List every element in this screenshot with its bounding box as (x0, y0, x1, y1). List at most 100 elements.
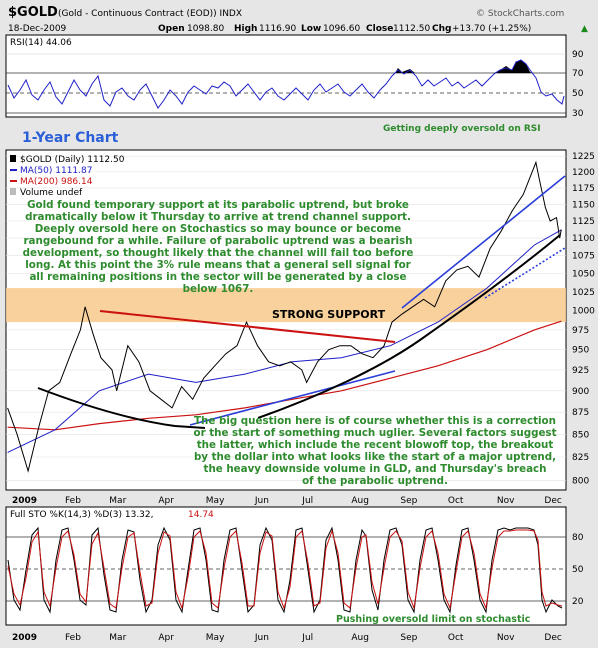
support-label: STRONG SUPPORT (272, 308, 386, 321)
sto-level-50: 50 (572, 565, 584, 575)
rsi-level-30: 30 (572, 109, 584, 119)
price-y-tick: 1050 (572, 270, 595, 280)
saucer-base-line (37, 387, 206, 429)
source-label: © StockCharts.com (476, 9, 564, 19)
price-legend-ma200: MA(200) 986.14 (20, 177, 93, 187)
legend-icon-volume (10, 188, 16, 195)
price-y-tick: 1125 (572, 217, 595, 227)
month-label: Jul (301, 633, 313, 643)
stochastic-panel: 80 50 20 Full STO %K(14,3) %D(3) 13.32, … (5, 506, 584, 626)
price-legend-ma50: MA(50) 1111.87 (20, 166, 92, 176)
commentary-bottom-line: or the start of something much uglier. S… (194, 427, 557, 439)
price-y-tick: 800 (572, 476, 589, 486)
commentary-bottom-line: The big question here is of course wheth… (194, 415, 556, 427)
month-label: Jun (254, 496, 269, 506)
price-y-tick: 1225 (572, 152, 595, 162)
sto-annotation: Pushing oversold limit on stochastic (336, 614, 530, 625)
up-arrow-icon: ▲ (581, 24, 588, 34)
month-label: Nov (497, 496, 515, 506)
price-legend-volume: Volume undef (20, 188, 83, 198)
rsi-line (7, 59, 565, 109)
month-label: 2009 (12, 496, 37, 506)
price-y-tick: 900 (572, 387, 589, 397)
rsi-legend: RSI(14) 44.06 (10, 38, 72, 48)
month-label: 2009 (12, 633, 37, 643)
commentary-bottom-line: of the parabolic uptrend. (302, 475, 448, 487)
open-value: 1098.80 (187, 24, 224, 34)
month-label: Dec (544, 496, 561, 506)
sto-legend-value: 14.74 (188, 510, 214, 520)
date-label: 18-Dec-2009 (8, 24, 67, 34)
month-axis-upper: 2009 Feb Mar Apr May Jun Jul Aug Sep Oct Nov Dec (12, 496, 562, 506)
symbol: $GOLD (8, 5, 58, 20)
high-label: High (234, 24, 257, 34)
month-label: Aug (351, 496, 369, 506)
sto-level-80: 80 (572, 533, 584, 543)
month-label: Sep (400, 633, 417, 643)
price-y-tick: 1000 (572, 307, 595, 317)
commentary-top-line: below 1067. (183, 283, 254, 295)
chg-value: +13.70 (+1.25%) (452, 24, 531, 34)
low-value: 1096.60 (323, 24, 360, 34)
month-label: Oct (448, 496, 464, 506)
resistance-trendline (99, 310, 396, 343)
stochastic-k-line (7, 526, 563, 614)
rsi-level-90: 90 (572, 50, 584, 60)
commentary-bottom-line: by the dollar into what looks like the s… (194, 451, 556, 463)
support-band (6, 288, 566, 323)
sto-legend: Full STO %K(14,3) %D(3) 13.32, (10, 510, 154, 520)
month-label: Mar (109, 496, 126, 506)
price-y-tick: 850 (572, 430, 589, 440)
commentary-top-line: all remaining positions in the sector wi… (29, 271, 406, 283)
close-value: 1112.50 (393, 24, 430, 34)
price-y-axis: 1225 1200 1175 1150 1125 1100 1075 1050 1025 1000… (572, 152, 595, 486)
commentary-bottom-line: the latter, which include the recent blo… (197, 439, 554, 451)
month-label: Jun (254, 633, 269, 643)
rsi-level-50: 50 (572, 89, 584, 99)
month-label: Apr (158, 496, 174, 506)
month-label: Aug (351, 633, 369, 643)
price-y-tick: 1150 (572, 200, 595, 210)
rsi-panel: 90 70 50 30 RSI(14) 44.06 Getting deeply… (5, 34, 584, 134)
chg-label: Chg (432, 24, 451, 34)
month-label: Feb (65, 496, 81, 506)
month-label: Mar (109, 633, 126, 643)
commentary-top-line: dramatically below it Thursday to arrive… (25, 211, 411, 223)
month-label: May (206, 633, 225, 643)
open-label: Open (158, 24, 185, 34)
ma200-line (7, 320, 562, 431)
commentary-bottom-line: the heavy downside volume in GLD, and Th… (204, 463, 547, 475)
month-label: Jul (301, 496, 313, 506)
price-y-tick: 1075 (572, 252, 595, 262)
commentary-top-line: Gold found temporary support at its para… (27, 199, 409, 211)
month-label: Apr (158, 633, 174, 643)
month-axis-lower: 2009 Feb Mar Apr May Jun Jul Aug Sep Oct Nov Dec (12, 633, 562, 643)
ma50-line (7, 229, 562, 453)
rsi-level-70: 70 (572, 69, 584, 79)
month-label: Sep (400, 496, 417, 506)
symbol-description: (Gold - Continuous Contract (EOD)) INDX (58, 9, 242, 19)
month-label: May (206, 496, 225, 506)
month-label: Dec (544, 633, 561, 643)
low-label: Low (301, 24, 321, 34)
price-y-tick: 1025 (572, 288, 595, 298)
price-panel: 1225 1200 1175 1150 1125 1100 1075 1050 1025 1000… (5, 149, 595, 491)
stochastic-d-line (7, 529, 563, 610)
commentary-top-line: development, so thought likely that the … (23, 247, 414, 259)
commentary-top-line: Deeply oversold here on Stochastics so m… (35, 223, 402, 235)
sto-level-20: 20 (572, 597, 584, 607)
rsi-annotation: Getting deeply oversold on RSI (383, 124, 541, 134)
chart-title: 1-Year Chart (22, 130, 119, 146)
close-label: Close (366, 24, 393, 34)
commentary-bottom: The big question here is of course wheth… (194, 415, 557, 487)
month-label: Nov (497, 633, 515, 643)
price-y-tick: 1175 (572, 184, 595, 194)
price-y-tick: 950 (572, 346, 589, 356)
parabolic-uptrend-line (257, 234, 561, 419)
price-y-tick: 925 (572, 366, 589, 376)
month-label: Oct (448, 633, 464, 643)
commentary-top-line: rangebound for a while. Failure of parab… (23, 235, 412, 247)
commentary-top-line: long. At this point the 3% rule means th… (25, 259, 411, 271)
high-value: 1116.90 (259, 24, 296, 34)
